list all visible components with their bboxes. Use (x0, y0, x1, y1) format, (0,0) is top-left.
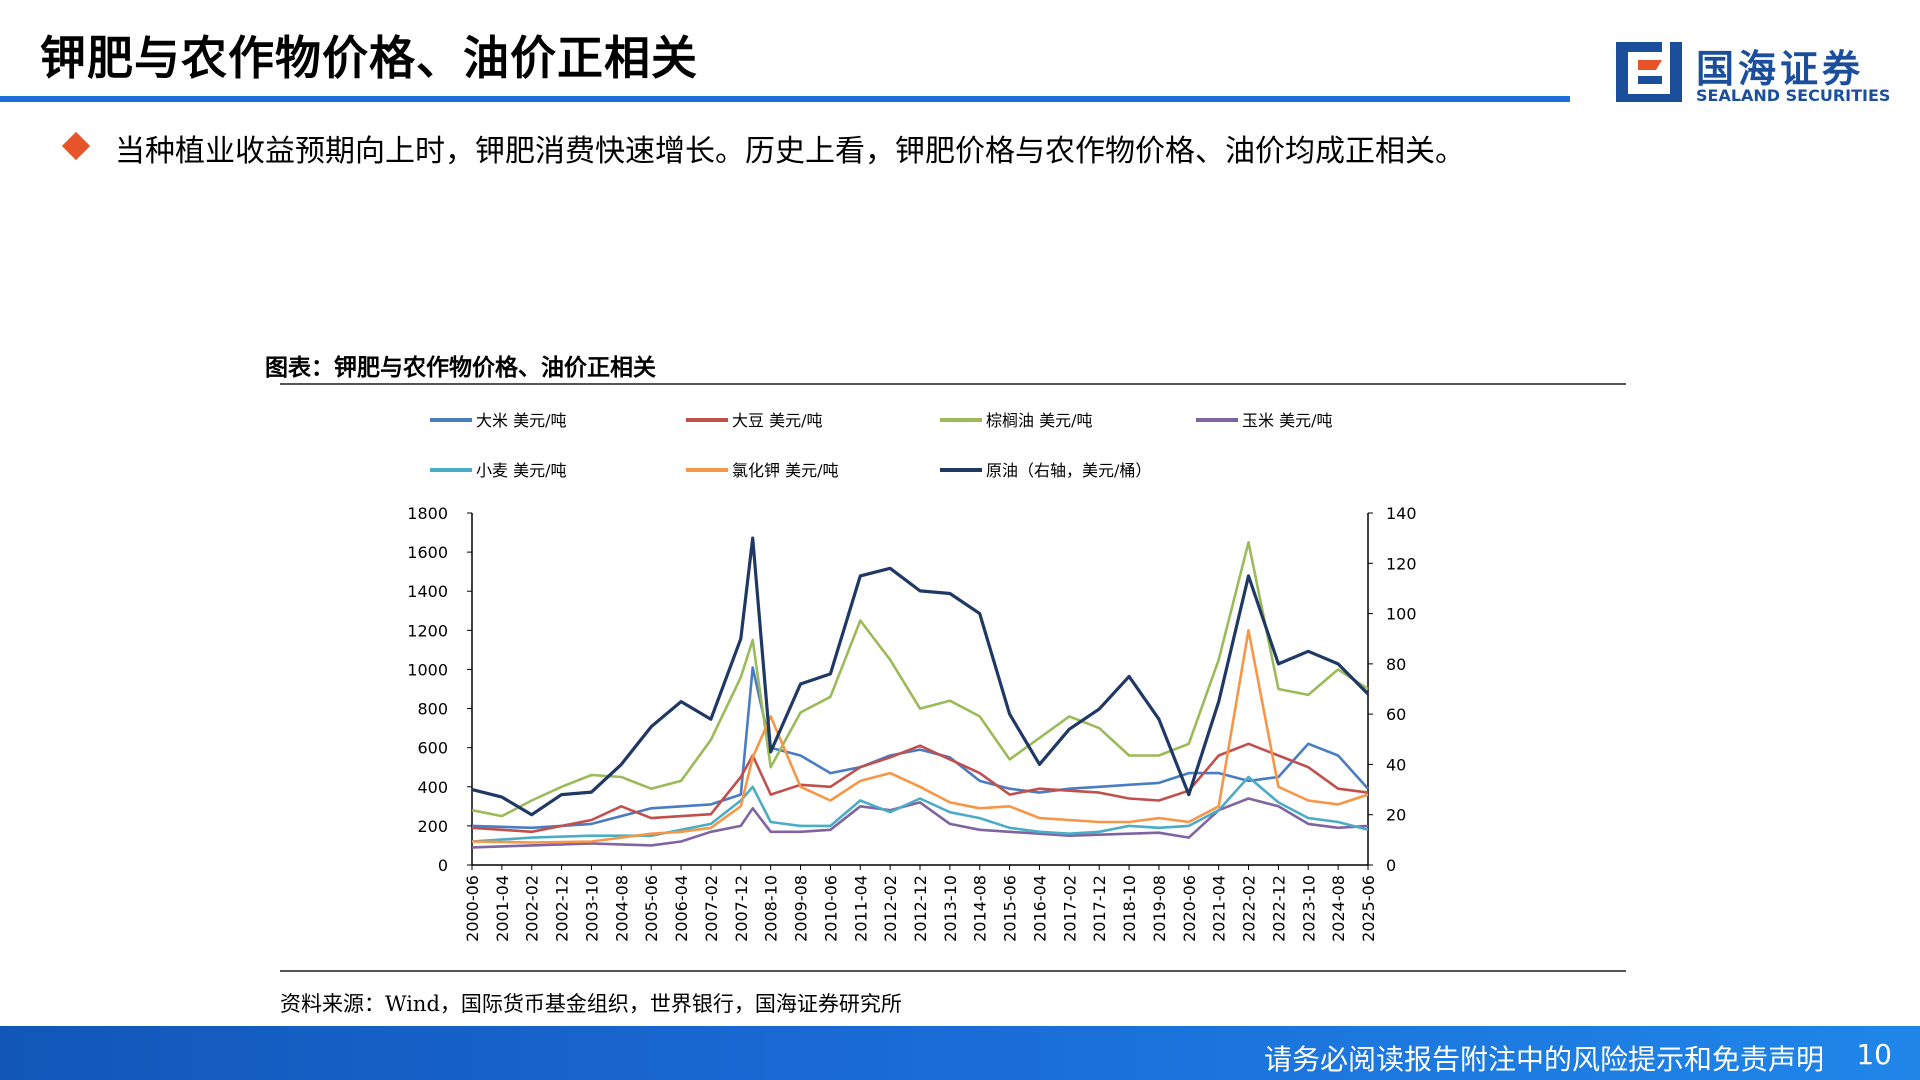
x-tick-label: 2001-04 (493, 875, 512, 942)
x-tick-label: 2012-02 (881, 875, 900, 942)
x-tick-label: 2022-02 (1240, 875, 1259, 942)
y-left-tick-label: 200 (417, 817, 448, 836)
series-line-7 (471, 536, 1370, 817)
series-line-6 (471, 628, 1369, 844)
x-tick-label: 2025-06 (1359, 875, 1378, 942)
y-left-tick-label: 1600 (407, 543, 448, 562)
x-tick-label: 2015-06 (1001, 875, 1020, 942)
legend-label-6: 氯化钾 美元/吨 (732, 461, 838, 480)
chart-bottom-rule (280, 970, 1626, 972)
y-left-tick-label: 0 (438, 856, 448, 875)
y-right-tick-label: 100 (1386, 605, 1417, 624)
x-tick-label: 2006-04 (672, 875, 691, 942)
x-tick-label: 2021-04 (1210, 875, 1229, 942)
series-line-1 (471, 666, 1369, 830)
x-tick-label: 2007-12 (732, 875, 751, 942)
x-tick-label: 2005-06 (642, 875, 661, 942)
x-tick-label: 2000-06 (463, 875, 482, 942)
y-right-tick-label: 140 (1386, 504, 1417, 523)
x-tick-label: 2022-12 (1269, 875, 1288, 942)
logo-chinese-name: 国海证券 (1696, 47, 1865, 91)
y-left-tick-label: 1000 (407, 660, 448, 679)
sealand-logo-icon (1616, 42, 1682, 102)
chart-legend: 大米 美元/吨 大豆 美元/吨 棕榈油 美元/吨 玉米 美元/吨小麦 美元/吨 氯化钾 … (430, 411, 1332, 480)
x-tick-label: 2002-12 (553, 875, 572, 942)
x-tick-label: 2019-08 (1150, 875, 1169, 942)
x-tick-label: 2011-04 (851, 875, 870, 942)
x-tick-label: 2024-08 (1329, 875, 1348, 942)
y-right-tick-label: 20 (1386, 806, 1406, 825)
series-line-3 (471, 540, 1369, 818)
x-tick-label: 2013-10 (941, 875, 960, 942)
legend-label-1: 大米 美元/吨 (476, 411, 566, 430)
x-tick-label: 2010-06 (821, 875, 840, 942)
legend-label-5: 小麦 美元/吨 (476, 461, 566, 480)
x-tick-label: 2016-04 (1030, 875, 1049, 942)
series-line-4 (471, 797, 1369, 849)
y-right-tick-label: 0 (1386, 856, 1396, 875)
source-note: 资料来源：Wind，国际货币基金组织，世界银行，国海证券研究所 (280, 992, 902, 1016)
chart-caption: 图表：钾肥与农作物价格、油价正相关 (265, 354, 656, 381)
y-right-tick-label: 60 (1386, 705, 1406, 724)
y-left-tick-label: 1400 (407, 582, 448, 601)
y-left-tick-label: 800 (417, 700, 448, 719)
slide-title: 钾肥与农作物价格、油价正相关 (40, 31, 698, 85)
logo-english-name: SEALAND SECURITIES (1696, 86, 1891, 105)
x-tick-label: 2009-08 (792, 875, 811, 942)
y-left-tick-label: 1800 (407, 504, 448, 523)
y-right-tick-label: 40 (1386, 755, 1406, 774)
x-tick-label: 2014-08 (971, 875, 990, 942)
y-left-tick-label: 1200 (407, 621, 448, 640)
legend-label-4: 玉米 美元/吨 (1242, 411, 1332, 430)
title-underline (0, 96, 1570, 102)
series-line-5 (471, 775, 1369, 843)
chart-series (471, 536, 1370, 849)
x-tick-label: 2004-08 (612, 875, 631, 942)
page-number: 10 (1856, 1038, 1892, 1071)
y-left-tick-label: 600 (417, 739, 448, 758)
x-tick-label: 2018-10 (1120, 875, 1139, 942)
disclaimer-text: 请务必阅读报告附注中的风险提示和免责声明 (1263, 1043, 1824, 1076)
bullet-text: 当种植业收益预期向上时，钾肥消费快速增长。历史上看，钾肥价格与农作物价格、油价均… (115, 134, 1465, 169)
legend-label-3: 棕榈油 美元/吨 (986, 411, 1092, 430)
legend-label-2: 大豆 美元/吨 (732, 411, 822, 430)
footer-bar: 请务必阅读报告附注中的风险提示和免责声明 10 (0, 1026, 1920, 1080)
y-right-tick-label: 120 (1386, 554, 1417, 573)
x-tick-label: 2017-02 (1060, 875, 1079, 942)
x-tick-label: 2023-10 (1299, 875, 1318, 942)
x-tick-label: 2008-10 (762, 875, 781, 942)
x-tick-label: 2020-06 (1180, 875, 1199, 942)
x-tick-label: 2012-12 (911, 875, 930, 942)
y-left-tick-label: 400 (417, 778, 448, 797)
x-tick-label: 2003-10 (582, 875, 601, 942)
x-tick-label: 2002-02 (523, 875, 542, 942)
company-logo: 国海证券 SEALAND SECURITIES (1612, 36, 1890, 110)
chart-top-rule (280, 383, 1626, 385)
x-tick-label: 2007-02 (702, 875, 721, 942)
x-tick-label: 2017-12 (1090, 875, 1109, 942)
legend-label-7: 原油（右轴，美元/桶） (986, 461, 1151, 480)
y-right-tick-label: 80 (1386, 655, 1406, 674)
